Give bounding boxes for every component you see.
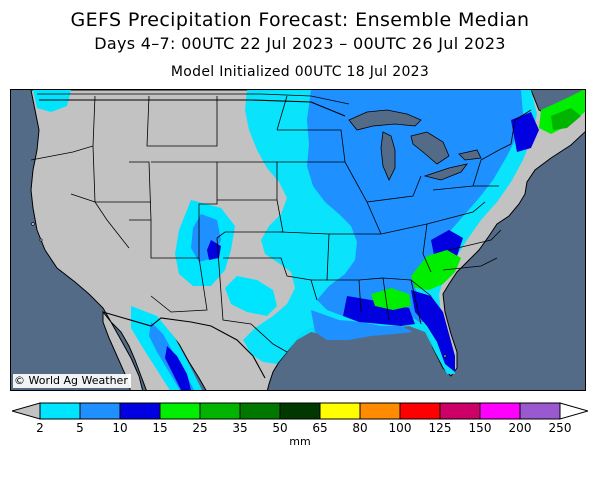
legend-units: mm — [289, 435, 311, 448]
legend-color-bar — [12, 402, 588, 420]
legend-tick-150: 150 — [468, 421, 492, 435]
legend-tick-25: 25 — [192, 421, 208, 435]
legend-tick-200: 200 — [508, 421, 532, 435]
legend-high-arrow — [559, 402, 588, 420]
legend-tick-250: 250 — [548, 421, 572, 435]
legend-bin-150-200 — [479, 402, 521, 420]
baja-peninsula — [102, 310, 144, 390]
legend-tick-80: 80 — [352, 421, 368, 435]
precip-25-35mm — [551, 108, 581, 130]
great-lakes — [348, 109, 482, 181]
legend-tick-50: 50 — [272, 421, 288, 435]
legend-bin-50-65 — [279, 402, 321, 420]
precipitation-map: © World Ag Weather — [10, 89, 586, 391]
legend-tick-15: 15 — [152, 421, 168, 435]
map-title: GEFS Precipitation Forecast: Ensemble Me… — [70, 9, 530, 31]
legend-tick-2: 2 — [36, 421, 44, 435]
state-borders — [30, 93, 532, 353]
legend-bin-25-35 — [199, 402, 241, 420]
legend-bin-200-250 — [519, 402, 561, 420]
legend-bin-100-125 — [399, 402, 441, 420]
forecast-period: Days 4–7: 00UTC 22 Jul 2023 – 00UTC 26 J… — [94, 34, 506, 53]
precip-10-15mm — [411, 290, 455, 372]
legend-bin-5-10 — [79, 402, 121, 420]
island — [31, 222, 35, 226]
legend-bin-10-15 — [119, 402, 161, 420]
copyright-credit: © World Ag Weather — [13, 374, 131, 388]
legend-tick-5: 5 — [76, 421, 84, 435]
legend-bin-35-50 — [239, 402, 281, 420]
model-init-time: Model Initialized 00UTC 18 Jul 2023 — [170, 64, 430, 80]
legend-tick-65: 65 — [312, 421, 328, 435]
legend-bin-15-25 — [159, 402, 201, 420]
precip-shading — [33, 90, 585, 390]
legend-bin-80-100 — [359, 402, 401, 420]
precip-5-10mm — [307, 90, 523, 322]
legend-bin-2-5 — [39, 402, 81, 420]
legend-tick-35: 35 — [232, 421, 248, 435]
legend-tick-100: 100 — [388, 421, 412, 435]
legend-tick-10: 10 — [112, 421, 128, 435]
country-borders — [39, 99, 346, 379]
legend-bin-125-150 — [439, 402, 481, 420]
legend-tick-labels: 2 5 10 15 25 35 50 65 80 100 125 150 200 250 — [0, 421, 600, 437]
legend-tick-125: 125 — [428, 421, 452, 435]
legend-bin-65-80 — [319, 402, 361, 420]
legend-low-arrow — [12, 402, 41, 420]
precip-15-25mm — [411, 250, 461, 290]
